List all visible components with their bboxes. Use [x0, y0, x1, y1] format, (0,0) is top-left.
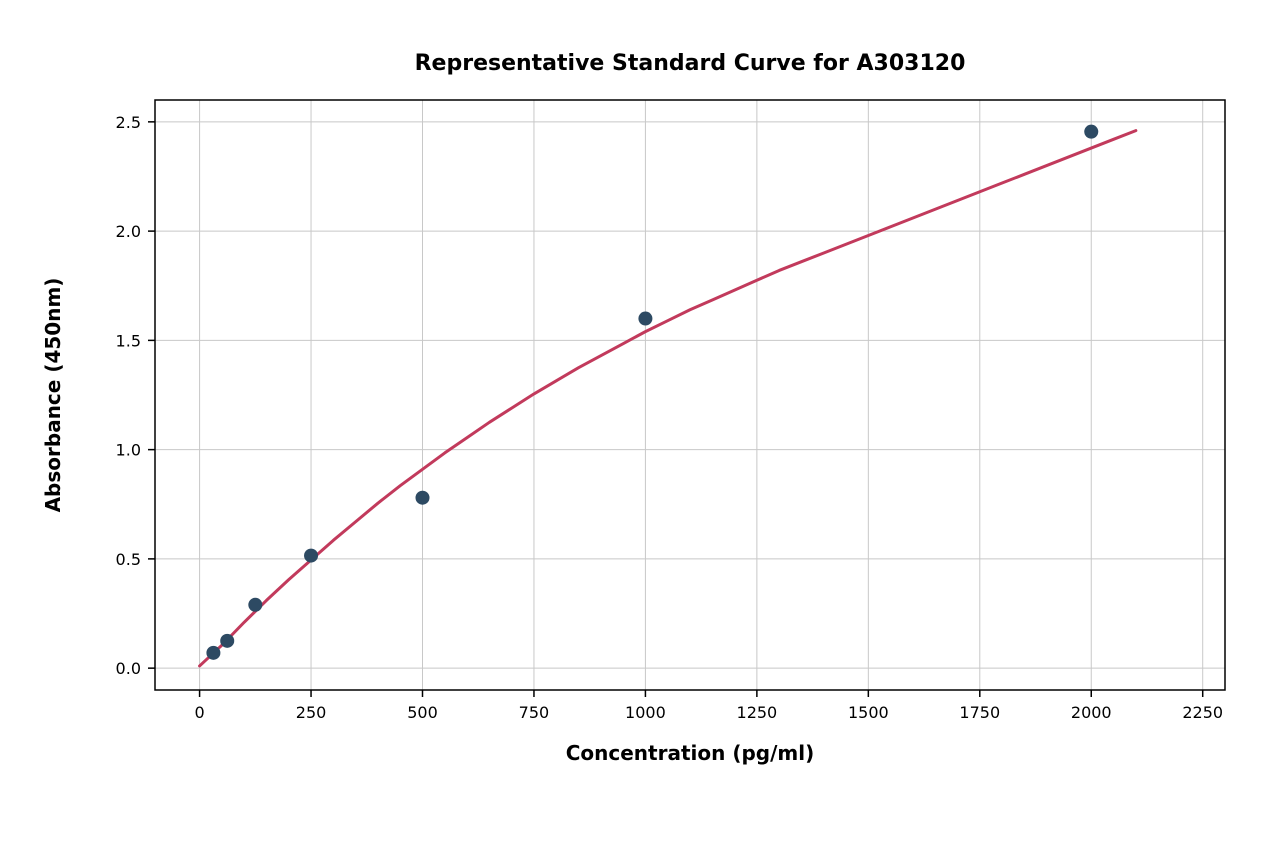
ytick-label: 0.5	[116, 550, 141, 569]
ytick-label: 2.0	[116, 222, 141, 241]
data-point	[220, 634, 234, 648]
xtick-label: 1250	[737, 703, 778, 722]
chart-container: 0 250 500 750 1000 1250 1500 1750 2000 2250 0.0 0.5…	[0, 0, 1280, 845]
data-point	[206, 646, 220, 660]
xtick-label: 250	[296, 703, 327, 722]
xtick-label: 1500	[848, 703, 889, 722]
xtick-label: 2250	[1182, 703, 1223, 722]
ytick-label: 1.0	[116, 441, 141, 460]
y-axis-label: Absorbance (450nm)	[41, 278, 65, 513]
x-axis-label: Concentration (pg/ml)	[566, 741, 815, 765]
data-point	[248, 598, 262, 612]
xtick-label: 1750	[959, 703, 1000, 722]
data-point	[304, 549, 318, 563]
data-point	[1084, 125, 1098, 139]
ytick-label: 0.0	[116, 659, 141, 678]
data-point	[416, 491, 430, 505]
ytick-label: 1.5	[116, 331, 141, 350]
standard-curve-chart: 0 250 500 750 1000 1250 1500 1750 2000 2250 0.0 0.5…	[0, 0, 1280, 845]
xtick-label: 500	[407, 703, 438, 722]
xtick-label: 0	[194, 703, 204, 722]
chart-title: Representative Standard Curve for A30312…	[415, 51, 966, 76]
xtick-label: 2000	[1071, 703, 1112, 722]
xtick-label: 1000	[625, 703, 666, 722]
ytick-label: 2.5	[116, 113, 141, 132]
data-point	[638, 312, 652, 326]
xtick-label: 750	[519, 703, 550, 722]
